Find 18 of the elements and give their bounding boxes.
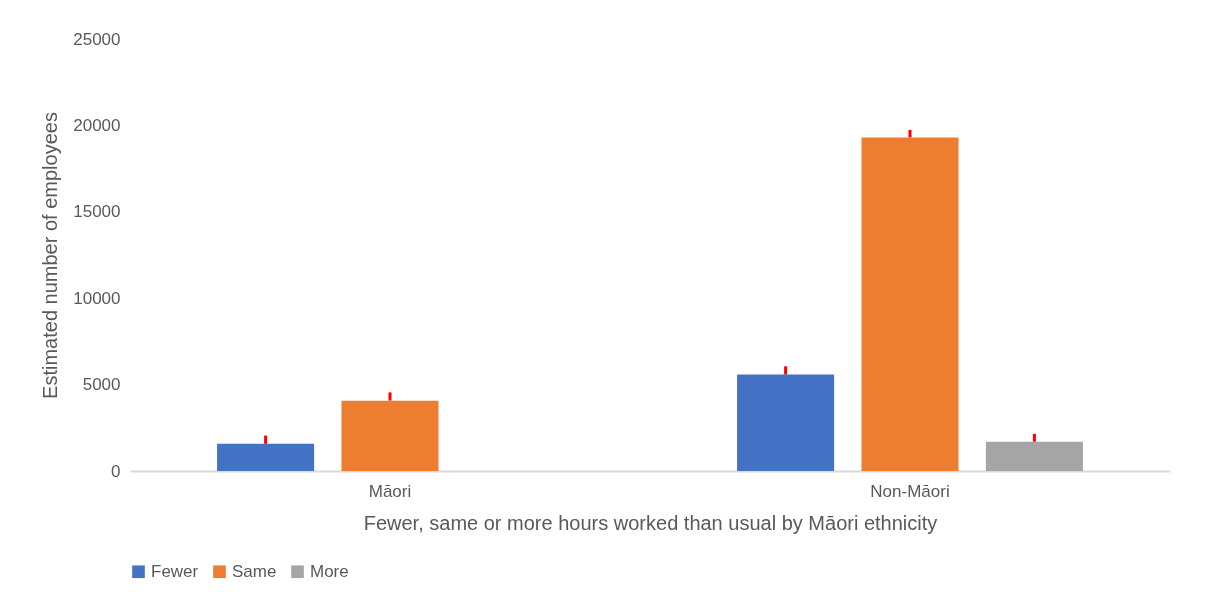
bar <box>737 374 835 471</box>
x-axis-title: Fewer, same or more hours worked than usual by Māori ethnicity <box>363 511 938 534</box>
y-axis-title: Estimated number of employees <box>39 112 62 399</box>
bar <box>861 137 959 471</box>
bar <box>985 441 1083 471</box>
y-tick-label: 5000 <box>82 375 121 395</box>
legend-label: Same <box>232 561 277 581</box>
bar <box>217 443 315 471</box>
y-tick-label: 25000 <box>73 29 121 49</box>
y-tick-label: 0 <box>111 461 121 481</box>
y-tick-label: 15000 <box>73 202 121 222</box>
bar <box>341 400 439 471</box>
y-tick-label: 10000 <box>73 288 121 308</box>
legend-label: More <box>310 561 349 581</box>
y-tick-label: 20000 <box>73 115 121 135</box>
x-tick-label: Māori <box>368 481 412 501</box>
legend-label: Fewer <box>151 561 199 581</box>
x-tick-label: Non-Māori <box>870 481 950 501</box>
